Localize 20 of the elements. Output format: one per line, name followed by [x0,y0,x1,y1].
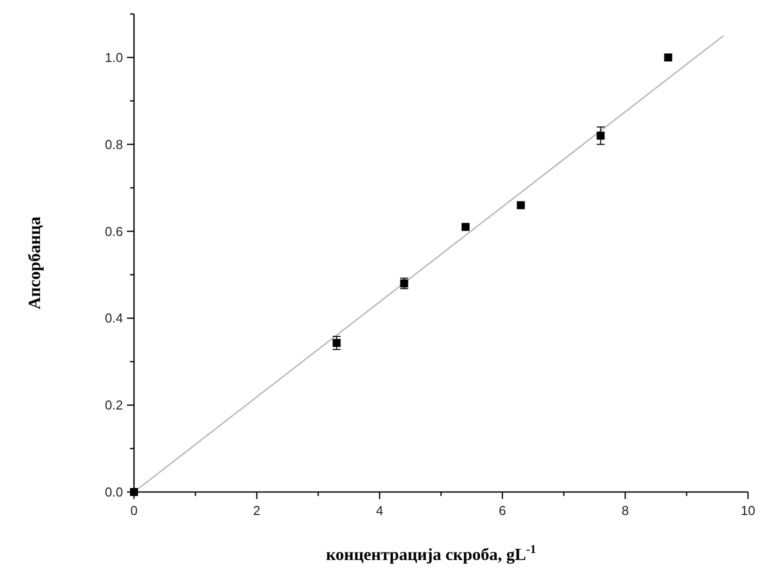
x-tick-label: 0 [130,503,138,518]
y-tick-label: 0.6 [104,224,123,239]
x-tick-label: 4 [376,503,384,518]
y-tick-label: 1.0 [104,50,123,65]
y-tick-label: 0.2 [104,398,123,413]
text: 0.0 [104,484,123,500]
point [664,53,672,62]
x-axis-title: концентрација скроба, gL$^{-1}$ [326,542,536,564]
y-tick-label: 0.8 [104,136,123,152]
y-axis-title: Апсорбанца [25,216,44,310]
x-tick-label: 2 [253,503,260,518]
y-tick-label: 0.4 [104,310,123,326]
x-tick-label: 8 [622,503,629,518]
point [332,338,341,347]
point [596,132,605,140]
point [400,279,408,288]
point [462,222,470,231]
point [516,201,525,210]
x-tick-label: 10 [740,503,756,518]
x-tick-label: 6 [498,503,506,518]
